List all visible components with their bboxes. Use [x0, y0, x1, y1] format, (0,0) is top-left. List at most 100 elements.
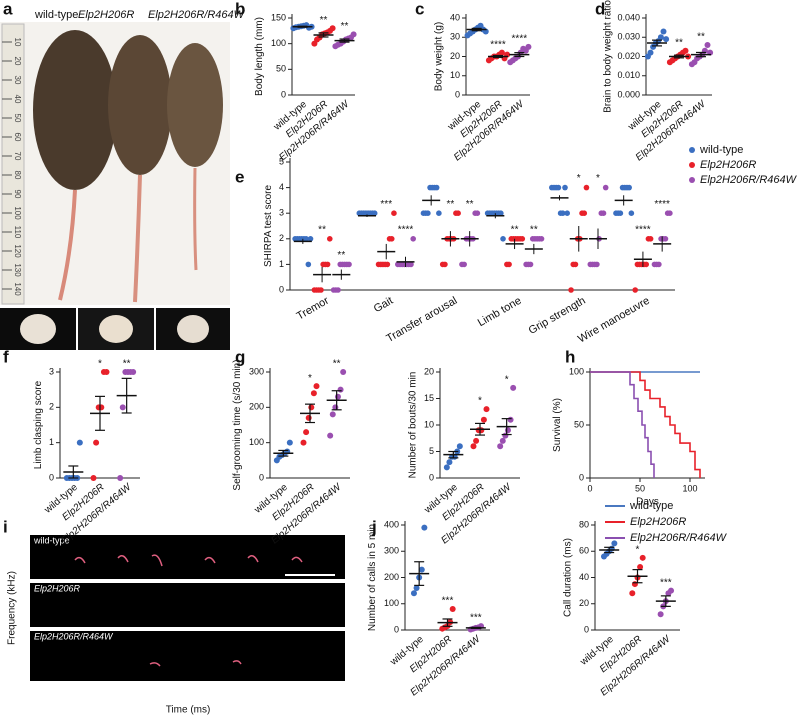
- y-tick-label: 40: [579, 572, 589, 582]
- data-point: [668, 587, 675, 594]
- significance: **: [333, 359, 341, 370]
- y-tick-label: 4: [279, 182, 284, 192]
- data-point: [647, 236, 654, 242]
- ruler-label: 140: [13, 282, 22, 296]
- data-point: [442, 261, 448, 268]
- significance: **: [511, 224, 519, 235]
- y-tick-label: 3: [49, 366, 54, 376]
- data-point: [572, 261, 579, 268]
- data-point: [408, 261, 414, 268]
- data-point: [600, 210, 607, 216]
- data-point: [130, 369, 137, 375]
- panel-label: b: [235, 0, 245, 18]
- data-point: [667, 210, 673, 216]
- panel-label: f: [3, 347, 9, 366]
- data-point: [461, 261, 467, 268]
- data-point: [632, 287, 639, 293]
- data-point: [324, 261, 331, 268]
- data-point: [313, 383, 320, 390]
- data-point: [410, 590, 417, 597]
- y-tick-label: 0: [584, 624, 589, 634]
- significance: *: [596, 173, 600, 184]
- data-point: [76, 439, 83, 446]
- y-tick-label: 150: [271, 12, 286, 22]
- ruler-label: 100: [13, 206, 22, 220]
- data-point: [449, 606, 456, 612]
- x-tick-label: Transfer arousal: [384, 295, 459, 345]
- ruler-label: 20: [13, 57, 22, 66]
- panel-label: j: [371, 517, 377, 536]
- y-axis-title: Brain to body weight ratio: [603, 0, 614, 113]
- y-axis-title: Body length (mm): [254, 17, 265, 96]
- data-point: [286, 439, 293, 446]
- y-tick-label: 3: [279, 208, 284, 218]
- data-point: [455, 210, 461, 216]
- data-point: [660, 28, 667, 35]
- survival-line: [590, 371, 655, 478]
- data-point: [473, 437, 480, 444]
- data-point: [498, 49, 505, 56]
- data-point: [478, 427, 485, 434]
- data-point: [446, 459, 453, 466]
- data-point: [305, 261, 312, 268]
- data-point: [663, 36, 670, 43]
- y-tick-label: 0: [49, 472, 54, 482]
- y-tick-label: 0.030: [617, 32, 640, 42]
- data-point: [418, 566, 425, 573]
- data-point: [637, 564, 644, 570]
- y-tick-label: 0: [579, 472, 584, 482]
- x-tick-label: Limb tone: [476, 295, 524, 330]
- data-point: [350, 31, 357, 38]
- y-tick-label: 200: [249, 402, 264, 412]
- spectrogram-label: Elp2H206R/R464W: [34, 631, 114, 641]
- data-point: [499, 437, 506, 444]
- ruler-label: 110: [13, 226, 22, 239]
- data-point: [326, 236, 333, 242]
- y-tick-label: 300: [249, 366, 264, 376]
- photo-label: wild-type: [34, 9, 78, 21]
- significance: ****: [635, 224, 651, 235]
- data-point: [337, 386, 344, 393]
- data-point: [98, 404, 105, 411]
- data-point: [656, 261, 662, 268]
- photo-label: Elp2H206R/R464W: [148, 9, 246, 21]
- data-point: [628, 210, 635, 216]
- data-point: [581, 210, 588, 216]
- y-tick-label: 100: [271, 38, 286, 48]
- significance: ****: [398, 224, 414, 235]
- significance: **: [341, 21, 349, 32]
- data-point: [507, 416, 514, 423]
- x-tick-label: 100: [682, 483, 697, 493]
- data-point: [564, 210, 570, 216]
- data-point: [329, 25, 336, 32]
- data-point: [500, 236, 506, 242]
- x-axis-title: Time (ms): [166, 705, 211, 716]
- data-point: [662, 236, 669, 242]
- data-point: [617, 210, 624, 216]
- ruler-label: 80: [13, 171, 22, 180]
- y-tick-label: 50: [276, 64, 286, 74]
- significance: *: [505, 375, 509, 386]
- data-point: [510, 384, 517, 391]
- y-tick-label: 20: [579, 598, 589, 608]
- spectrogram: [30, 535, 345, 681]
- data-point: [626, 184, 632, 191]
- y-tick-label: 5: [429, 446, 434, 456]
- data-point: [639, 554, 646, 561]
- x-tick-label: Gait: [372, 295, 395, 315]
- y-tick-label: 0: [394, 624, 399, 634]
- significance: ***: [470, 613, 482, 624]
- legend-label: Elp2H206R/R464W: [630, 532, 728, 544]
- significance: ***: [442, 596, 454, 607]
- ruler-label: 60: [13, 133, 22, 142]
- ruler-label: 120: [13, 244, 22, 258]
- significance: *: [308, 373, 312, 384]
- data-point: [568, 287, 574, 293]
- legend-label: Elp2H206R: [700, 159, 756, 171]
- data-point: [657, 611, 664, 618]
- y-tick-label: 5: [279, 156, 284, 166]
- significance: *: [577, 173, 581, 184]
- data-point: [555, 184, 562, 191]
- data-point: [443, 464, 450, 471]
- y-axis-title: Survival (%): [552, 398, 563, 452]
